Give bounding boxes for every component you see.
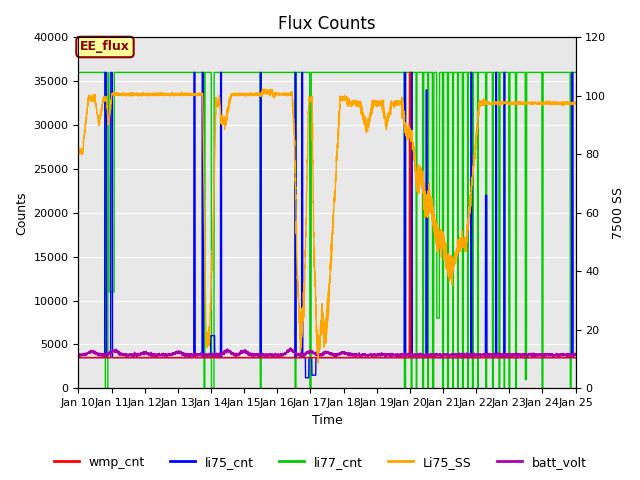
Legend: wmp_cnt, li75_cnt, li77_cnt, Li75_SS, batt_volt: wmp_cnt, li75_cnt, li77_cnt, Li75_SS, ba… <box>49 451 591 474</box>
Title: Flux Counts: Flux Counts <box>278 15 376 33</box>
X-axis label: Time: Time <box>312 414 342 427</box>
Text: EE_flux: EE_flux <box>80 40 130 53</box>
Y-axis label: 7500 SS: 7500 SS <box>612 187 625 239</box>
Y-axis label: Counts: Counts <box>15 191 28 235</box>
